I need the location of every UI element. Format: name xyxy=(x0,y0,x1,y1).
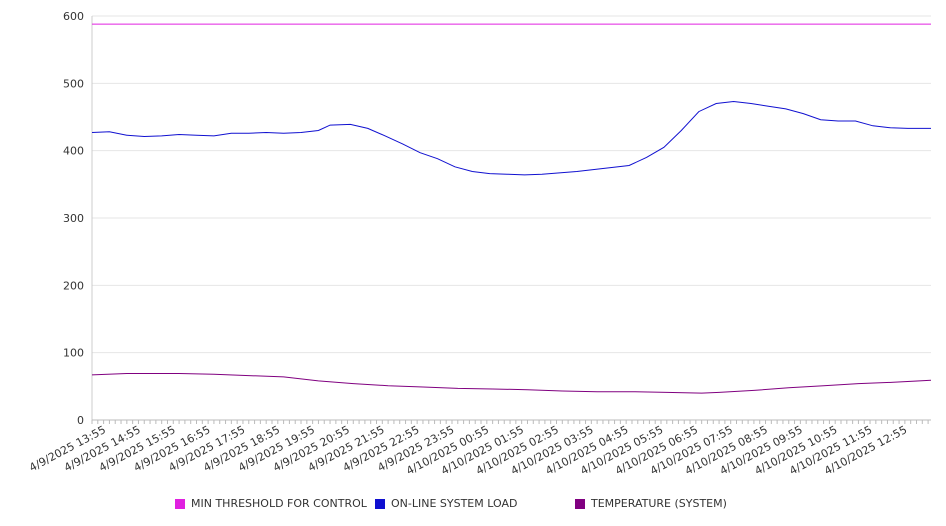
y-tick-label: 500 xyxy=(63,77,84,90)
legend-label: TEMPERATURE (SYSTEM) xyxy=(591,497,727,510)
axes xyxy=(91,16,931,424)
legend-swatch xyxy=(175,498,185,509)
series-line xyxy=(91,373,932,394)
legend-item[interactable]: TEMPERATURE (SYSTEM) xyxy=(575,497,727,510)
legend-label: MIN THRESHOLD FOR CONTROL xyxy=(191,497,367,510)
y-tick-label: 100 xyxy=(63,347,84,360)
y-tick-label: 200 xyxy=(63,279,84,292)
legend-item[interactable]: MIN THRESHOLD FOR CONTROL xyxy=(175,497,367,510)
legend-label: ON-LINE SYSTEM LOAD xyxy=(391,497,518,510)
legend-swatch xyxy=(575,498,585,509)
y-tick-label: 300 xyxy=(63,212,84,225)
x-tick-labels: 4/9/2025 13:554/9/2025 14:554/9/2025 15:… xyxy=(27,423,909,477)
legend: MIN THRESHOLD FOR CONTROL ON-LINE SYSTEM … xyxy=(0,497,946,517)
y-tick-labels: 0 100 200 300 400 500 600 xyxy=(63,10,84,427)
series-lines xyxy=(91,23,932,394)
y-tick-label: 600 xyxy=(63,10,84,23)
y-tick-label: 0 xyxy=(77,414,84,427)
legend-item[interactable]: ON-LINE SYSTEM LOAD xyxy=(375,497,517,510)
y-tick-label: 400 xyxy=(63,145,84,158)
series-line xyxy=(91,100,931,176)
legend-swatch xyxy=(375,498,385,509)
gridlines xyxy=(92,15,931,354)
